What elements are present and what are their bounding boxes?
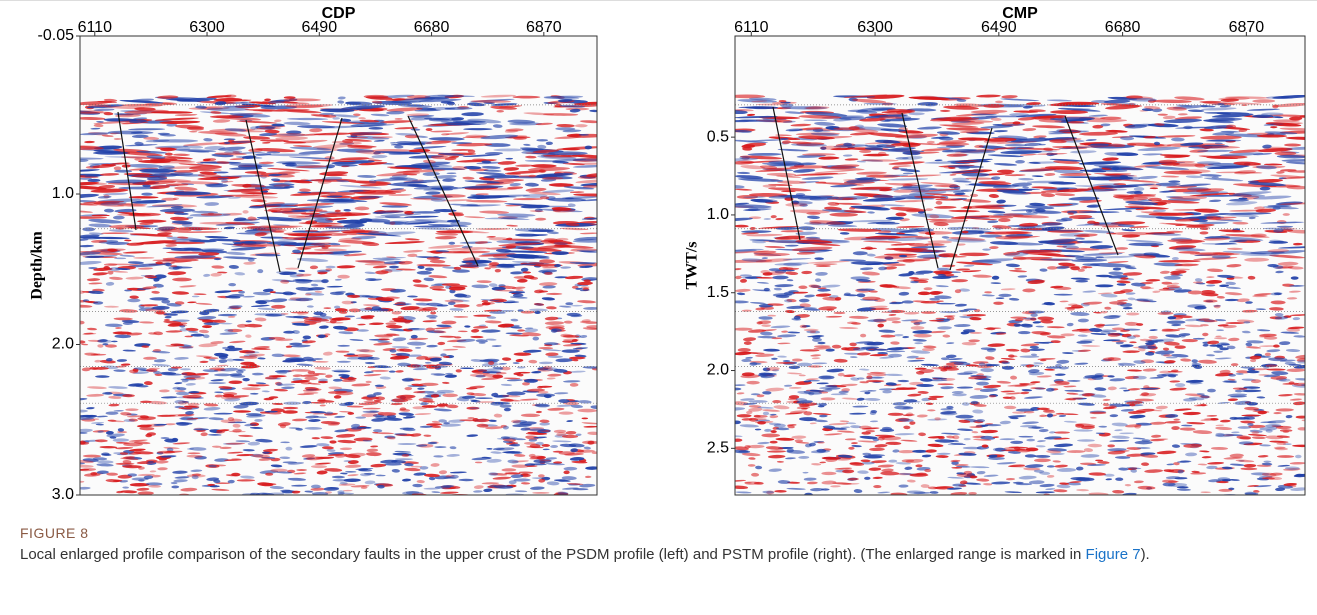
reflector xyxy=(744,341,752,345)
reflector xyxy=(172,278,192,282)
reflector xyxy=(337,361,351,363)
reflector xyxy=(816,449,826,453)
reflector xyxy=(453,304,469,307)
reflector xyxy=(170,265,177,267)
reflector xyxy=(257,269,263,273)
reflector xyxy=(262,483,277,486)
reflector xyxy=(181,373,187,375)
reflector xyxy=(398,443,417,445)
reflector xyxy=(1076,477,1095,481)
reflector xyxy=(349,308,361,312)
reflector xyxy=(417,271,432,275)
reflector xyxy=(952,393,967,396)
reflector xyxy=(506,392,525,396)
reflector xyxy=(192,475,199,479)
reflector xyxy=(369,127,384,130)
reflector xyxy=(1168,180,1180,183)
y-axis-label: Depth/km xyxy=(29,231,46,300)
reflector xyxy=(570,383,579,387)
reflector xyxy=(454,336,461,338)
reflector xyxy=(1107,444,1115,447)
reflector xyxy=(1067,380,1080,382)
reflector xyxy=(385,322,396,325)
reflector xyxy=(969,332,982,334)
reflector xyxy=(1247,371,1260,374)
reflector xyxy=(563,471,569,475)
reflector xyxy=(191,334,205,337)
y-tick-label: 2.0 xyxy=(52,336,74,353)
reflector xyxy=(204,322,220,325)
reflector xyxy=(998,294,1011,297)
reflector xyxy=(821,472,836,475)
seismic-image xyxy=(718,36,1317,497)
reflector xyxy=(1273,412,1281,414)
reflector xyxy=(1163,354,1172,356)
reflector xyxy=(532,492,549,494)
reflector xyxy=(389,266,399,269)
reflector xyxy=(738,348,751,352)
reflector xyxy=(161,300,170,304)
reflector xyxy=(934,417,940,420)
reflector xyxy=(1162,329,1174,331)
reflector xyxy=(473,315,491,317)
reflector xyxy=(1183,126,1193,129)
reflector xyxy=(892,321,901,323)
reflector xyxy=(910,281,919,283)
reflector xyxy=(1207,389,1216,393)
figure: CDP61106300649066806870-0.051.02.03.0Dep… xyxy=(0,0,1317,505)
reflector xyxy=(1296,416,1309,419)
reflector xyxy=(848,447,854,450)
reflector xyxy=(536,393,555,396)
reflector xyxy=(995,101,1003,104)
reflector xyxy=(815,278,821,282)
reflector xyxy=(770,441,778,444)
reflector xyxy=(918,292,931,296)
reflector xyxy=(449,242,456,245)
reflector xyxy=(111,341,117,343)
reflector xyxy=(1047,465,1055,467)
reflector xyxy=(311,485,321,489)
reflector xyxy=(164,319,170,321)
reflector xyxy=(296,469,307,471)
reflector xyxy=(733,328,753,331)
reflector xyxy=(582,417,589,419)
reflector xyxy=(1056,219,1068,222)
reflector xyxy=(93,301,103,304)
reflector xyxy=(1283,213,1290,216)
reflector xyxy=(199,311,209,315)
reflector xyxy=(732,421,741,425)
reflector xyxy=(245,351,259,353)
reflector xyxy=(1234,417,1250,420)
reflector xyxy=(853,251,868,255)
seismic-image xyxy=(58,36,616,497)
reflector xyxy=(982,248,991,250)
reflector xyxy=(1095,284,1113,287)
y-tick-label: 1.0 xyxy=(52,185,74,202)
reflector xyxy=(355,206,370,210)
reflector xyxy=(283,407,298,409)
reflector xyxy=(283,410,298,414)
reflector xyxy=(213,171,228,173)
reflector xyxy=(314,245,351,247)
reflector xyxy=(536,139,548,141)
reflector xyxy=(1025,454,1036,457)
reflector xyxy=(363,408,381,410)
reflector xyxy=(132,477,149,480)
reflector xyxy=(201,213,222,216)
reflector xyxy=(276,271,290,274)
reflector xyxy=(354,354,373,357)
reflector xyxy=(565,302,573,305)
y-tick-label: 3.0 xyxy=(52,486,74,503)
reflector xyxy=(746,381,759,385)
reflector xyxy=(1218,489,1232,492)
reflector xyxy=(114,166,122,170)
reflector xyxy=(976,419,985,422)
reflector xyxy=(797,363,812,367)
reflector xyxy=(817,342,825,344)
y-tick-label: -0.05 xyxy=(38,27,75,44)
